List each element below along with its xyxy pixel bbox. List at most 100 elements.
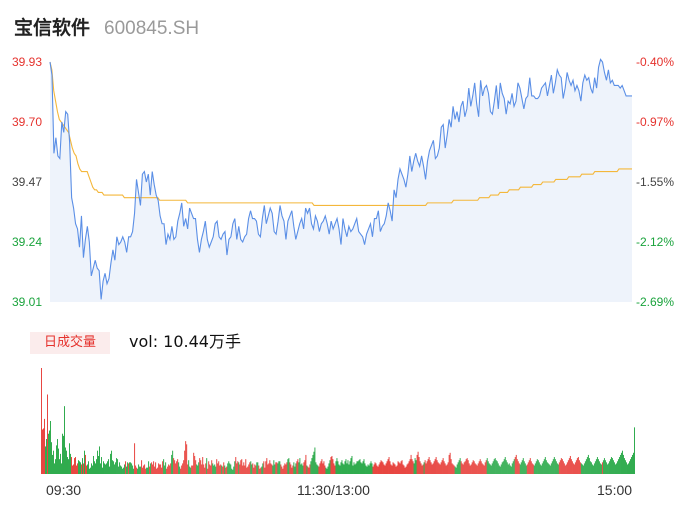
volume-bar bbox=[246, 467, 248, 474]
volume-bar bbox=[564, 465, 566, 474]
volume-bar bbox=[84, 450, 85, 474]
volume-bar bbox=[184, 450, 186, 474]
volume-bar bbox=[424, 460, 426, 474]
volume-bar bbox=[432, 463, 434, 474]
volume-bar bbox=[612, 460, 614, 474]
volume-bar bbox=[280, 464, 282, 474]
volume-bar bbox=[250, 461, 252, 474]
volume-bar bbox=[521, 460, 523, 474]
volume-bar bbox=[359, 459, 361, 474]
volume-bar bbox=[606, 464, 608, 474]
volume-bar bbox=[354, 464, 356, 474]
volume-bar bbox=[104, 463, 106, 474]
volume-bar bbox=[74, 458, 75, 474]
volume-bar bbox=[609, 459, 611, 474]
volume-bar bbox=[257, 462, 259, 474]
volume-bar bbox=[123, 467, 125, 474]
volume-bar bbox=[171, 454, 173, 474]
price-tick-label: 39.93 bbox=[12, 55, 43, 69]
volume-bar bbox=[312, 454, 314, 474]
volume-bar bbox=[507, 464, 509, 474]
volume-bar bbox=[534, 463, 536, 474]
volume-bar bbox=[355, 463, 357, 474]
volume-bar bbox=[467, 460, 469, 474]
volume-bar bbox=[611, 458, 613, 474]
volume-bar bbox=[57, 439, 58, 474]
volume-bar bbox=[95, 463, 96, 474]
volume-bar bbox=[336, 458, 338, 474]
volume-bar bbox=[426, 461, 428, 474]
volume-bar bbox=[404, 467, 406, 474]
volume-bar bbox=[108, 459, 110, 474]
volume-bar bbox=[587, 454, 589, 474]
volume-bar bbox=[169, 465, 171, 474]
volume-bar bbox=[161, 467, 163, 474]
volume-bar bbox=[173, 458, 175, 474]
volume-bar bbox=[139, 466, 141, 474]
volume-bar bbox=[535, 461, 537, 474]
volume-bar bbox=[254, 464, 256, 474]
volume-bar bbox=[315, 462, 317, 474]
volume-bar bbox=[601, 462, 603, 474]
volume-bar bbox=[48, 433, 49, 474]
volume-bar bbox=[495, 460, 497, 474]
volume-bar bbox=[498, 465, 500, 474]
volume-bar bbox=[287, 459, 289, 474]
volume-bar bbox=[245, 459, 247, 474]
volume-bar bbox=[456, 464, 458, 474]
pct-tick-label: -0.97% bbox=[635, 115, 674, 129]
volume-bar bbox=[387, 459, 389, 474]
volume-bar bbox=[396, 465, 398, 474]
volume-bar bbox=[392, 462, 394, 474]
volume-bar bbox=[493, 459, 495, 474]
volume-bar bbox=[501, 462, 503, 474]
volume-bar bbox=[43, 428, 44, 474]
volume-bar bbox=[378, 464, 380, 474]
volume-bar bbox=[47, 394, 48, 474]
volume-bar bbox=[497, 463, 499, 474]
volume-bar bbox=[63, 435, 64, 474]
volume-bar bbox=[297, 459, 299, 474]
volume-bar bbox=[103, 461, 104, 474]
volume-bar bbox=[590, 462, 592, 474]
volume-bar bbox=[330, 457, 332, 474]
volume-bar bbox=[160, 464, 162, 474]
volume-bar bbox=[503, 459, 505, 474]
volume-bar bbox=[258, 465, 260, 474]
volume-bar bbox=[592, 465, 594, 474]
volume-bar bbox=[264, 467, 266, 474]
pct-tick-label: -2.12% bbox=[635, 235, 674, 249]
volume-bar bbox=[209, 464, 211, 474]
volume-bar bbox=[511, 463, 513, 474]
volume-bar bbox=[302, 465, 304, 474]
volume-bar bbox=[462, 464, 464, 474]
volume-bar bbox=[107, 461, 109, 474]
volume-bar bbox=[519, 464, 521, 474]
volume-bar bbox=[620, 452, 622, 474]
volume-bar bbox=[420, 463, 422, 474]
volume-bar bbox=[625, 462, 627, 474]
volume-bar bbox=[410, 454, 412, 474]
volume-bar bbox=[339, 465, 341, 474]
volume-bar bbox=[515, 454, 517, 474]
volume-bar bbox=[126, 466, 128, 474]
volume-bar bbox=[379, 462, 381, 474]
volume-bar bbox=[127, 462, 129, 474]
volume-bar bbox=[229, 463, 231, 474]
volume-bar bbox=[583, 463, 585, 474]
volume-bar bbox=[398, 462, 400, 474]
volume-bar bbox=[307, 466, 309, 474]
volume-bar bbox=[486, 458, 488, 474]
volume-bar bbox=[494, 458, 496, 474]
volume-bar bbox=[369, 463, 371, 474]
volume-bar bbox=[75, 457, 76, 474]
volume-bar bbox=[607, 463, 609, 474]
volume-bar bbox=[228, 461, 230, 474]
volume-bar bbox=[269, 460, 271, 474]
volume-bar bbox=[363, 459, 365, 474]
volume-bar bbox=[491, 463, 493, 474]
volume-bar bbox=[133, 468, 135, 474]
volume-bar bbox=[459, 458, 461, 474]
volume-bar bbox=[207, 468, 209, 474]
volume-bar bbox=[476, 465, 478, 474]
